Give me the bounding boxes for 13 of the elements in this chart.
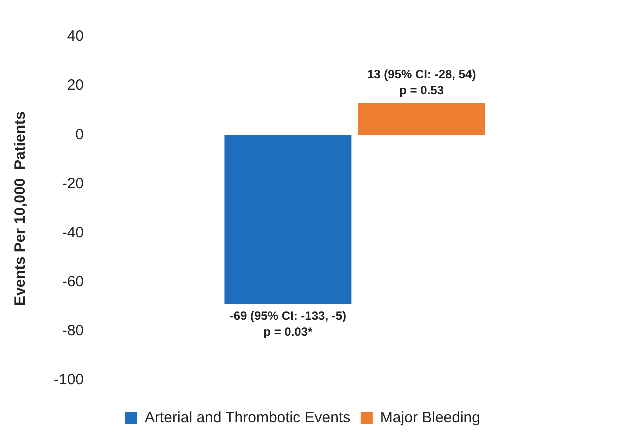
y-tick-label: -20	[62, 175, 84, 192]
data-label: -69 (95% CI: -133, -5) p = 0.03*	[230, 308, 347, 339]
y-tick-label: 40	[67, 28, 84, 46]
y-axis-title: Events Per 10,000 Patients	[12, 112, 30, 306]
data-label: 13 (95% CI: -28, 54) p = 0.53	[367, 68, 476, 98]
y-tick-label: 0	[76, 126, 84, 144]
y-tick-label: 20	[67, 77, 84, 94]
legend-label: Major Bleeding	[380, 410, 480, 427]
y-tick-label: -40	[62, 224, 84, 242]
y-tick-label: -100	[54, 372, 84, 389]
y-tick-label: -60	[62, 274, 84, 291]
legend-label: Arterial and Thrombotic Events	[145, 410, 351, 427]
y-tick-label: -80	[62, 322, 84, 340]
